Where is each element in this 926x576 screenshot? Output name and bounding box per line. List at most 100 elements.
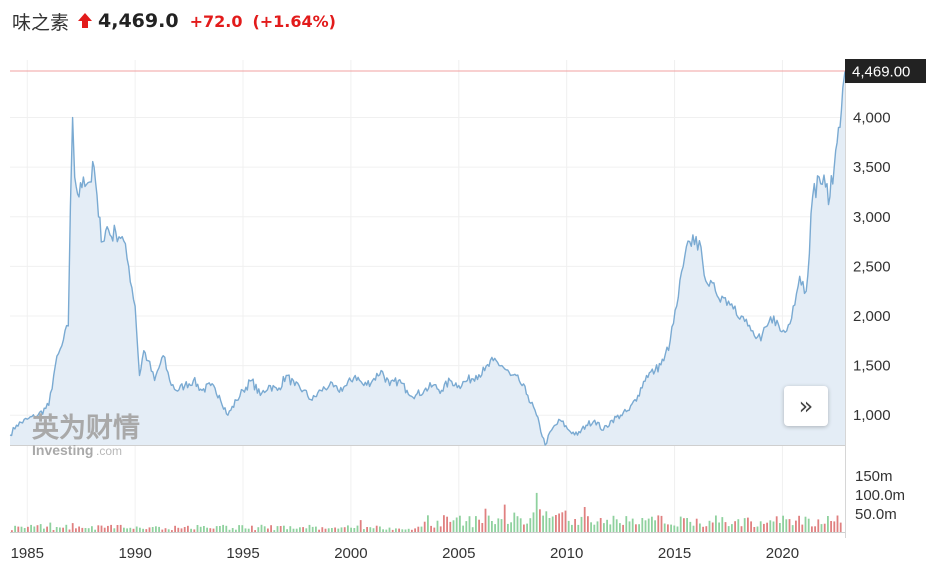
volume-bar [78, 526, 80, 532]
volume-bar [663, 523, 666, 532]
volume-bar [379, 526, 381, 532]
volume-bar [731, 524, 733, 532]
volume-bar [203, 526, 205, 532]
volume-bar [555, 515, 557, 532]
volume-bar [123, 527, 125, 532]
volume-bar [462, 525, 464, 532]
stock-name: 味之素 [12, 11, 70, 34]
volume-bar [823, 523, 826, 532]
quote-header: 味之素 4,469.0 +72.0 (+1.64%) [12, 8, 336, 34]
volume-bar [737, 519, 740, 532]
volume-bar [340, 527, 343, 532]
volume-bar [798, 515, 800, 532]
volume-bar [171, 530, 173, 532]
volume-bar [212, 528, 215, 532]
volume-bar [747, 517, 749, 532]
volume-bar [46, 526, 48, 532]
volume-bar [452, 520, 455, 532]
volume-bar [110, 524, 112, 532]
volume-bar [468, 516, 471, 532]
volume-bar [807, 518, 810, 532]
volume-bar [503, 504, 506, 532]
volume-bar [766, 522, 768, 532]
volume-bar [827, 516, 829, 532]
x-tick-label: 1985 [11, 545, 44, 562]
volume-bar [183, 527, 186, 532]
volume-bar [759, 521, 762, 532]
volume-bar [743, 518, 746, 532]
volume-bar [251, 525, 253, 532]
volume-bar [593, 524, 596, 532]
volume-bar [145, 529, 148, 532]
volume-bar [551, 516, 554, 532]
volume-bar [151, 527, 154, 532]
volume-bar [667, 524, 669, 532]
volume-bar [363, 529, 365, 532]
volume-bar [801, 524, 804, 532]
volume-bar [711, 522, 714, 532]
watermark-cn: 英为财情 [32, 413, 140, 444]
volume-tick-label: 150m [855, 468, 893, 485]
volume-bar [814, 526, 816, 532]
volume-bar [187, 525, 189, 532]
volume-bar [628, 521, 631, 532]
volume-bar [494, 524, 496, 532]
volume-bar [231, 528, 234, 532]
volume-bar [804, 516, 807, 532]
volume-bar [654, 520, 656, 532]
volume-bar [443, 515, 445, 532]
volume-bar [126, 528, 128, 532]
volume-bar [788, 519, 791, 532]
volume-bar [750, 521, 752, 532]
volume-bar [87, 528, 90, 532]
volume-bar [119, 524, 122, 532]
volume-bar [55, 527, 58, 532]
volume-bar [20, 526, 23, 532]
x-tick-label: 2020 [766, 545, 799, 562]
volume-bar [190, 528, 192, 532]
volume-bar [388, 527, 391, 532]
volume-bar [52, 530, 55, 532]
volume-bar [247, 528, 250, 532]
volume-bar [695, 518, 698, 532]
volume-bar [836, 515, 839, 532]
volume-bar [475, 516, 477, 532]
volume-bar [113, 528, 116, 532]
volume-bar [455, 517, 458, 532]
volume-bar [683, 518, 685, 532]
volume-bar [292, 528, 295, 532]
volume-bar [644, 520, 647, 532]
volume-bar [772, 521, 775, 532]
volume-bar [606, 519, 608, 532]
volume-bar [11, 530, 13, 532]
scroll-right-button[interactable]: » [784, 386, 828, 426]
volume-bar [391, 529, 394, 532]
volume-bar [158, 526, 160, 532]
volume-bar [622, 524, 624, 532]
volume-bar [548, 518, 551, 532]
volume-bar [289, 526, 292, 532]
volume-bar [497, 518, 500, 532]
volume-bar [670, 524, 672, 532]
volume-bar [62, 527, 64, 532]
volume-bar [689, 521, 692, 532]
last-price-tag-label: 4,469.00 [852, 64, 910, 81]
volume-bar [532, 512, 535, 532]
volume-bar [619, 523, 621, 532]
volume-bar [740, 526, 743, 532]
volume-bar [587, 516, 589, 532]
x-tick-label: 1995 [226, 545, 259, 562]
volume-bar [574, 519, 576, 532]
volume-bar [372, 528, 375, 532]
volume-bar [651, 516, 653, 532]
volume-bar [558, 513, 560, 532]
volume-bar [343, 527, 346, 532]
volume-bar [491, 521, 493, 532]
volume-bar [267, 528, 269, 532]
volume-bar [487, 515, 490, 532]
volume-bar [564, 510, 567, 532]
volume-bar [775, 516, 778, 532]
last-price-tag: 4,469.00 [845, 59, 926, 84]
volume-bar [263, 526, 266, 532]
